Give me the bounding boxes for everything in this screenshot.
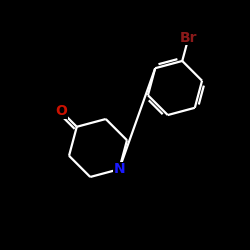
Text: O: O [55, 104, 67, 118]
Text: Br: Br [180, 31, 197, 45]
Text: N: N [114, 162, 125, 176]
